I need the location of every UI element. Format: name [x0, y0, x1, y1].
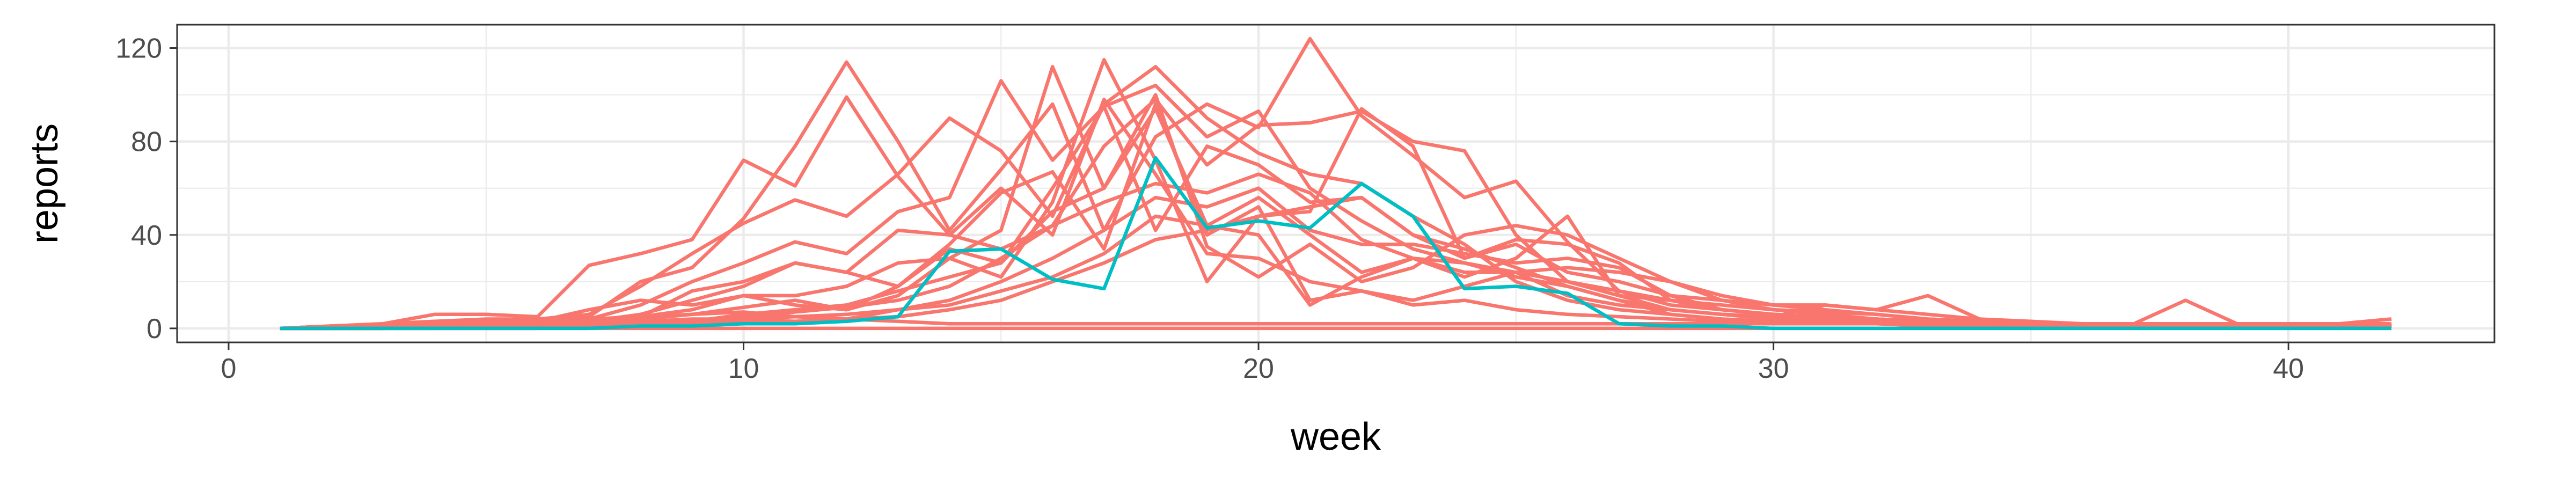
series-line-17 [280, 156, 2392, 331]
series-line-16 [280, 310, 2392, 331]
y-tick-label: 80 [131, 127, 162, 158]
x-tick-label: 40 [2273, 353, 2304, 384]
x-axis-title: week [1290, 415, 1381, 458]
x-tick-label: 20 [1243, 353, 1274, 384]
x-tick-label: 10 [728, 353, 759, 384]
y-axis-title: reports [23, 123, 66, 244]
y-tick-label: 40 [131, 220, 162, 251]
x-tick-label: 30 [1758, 353, 1789, 384]
y-tick-label: 0 [147, 313, 162, 345]
x-tick-label: 0 [221, 353, 236, 384]
plot-panel-border [176, 24, 2496, 343]
series-line-12 [280, 186, 2392, 331]
y-tick-label: 120 [115, 33, 162, 64]
series-lines [280, 36, 2392, 331]
axes: 0 10 20 30 40 0 40 80 120 [115, 33, 2304, 384]
